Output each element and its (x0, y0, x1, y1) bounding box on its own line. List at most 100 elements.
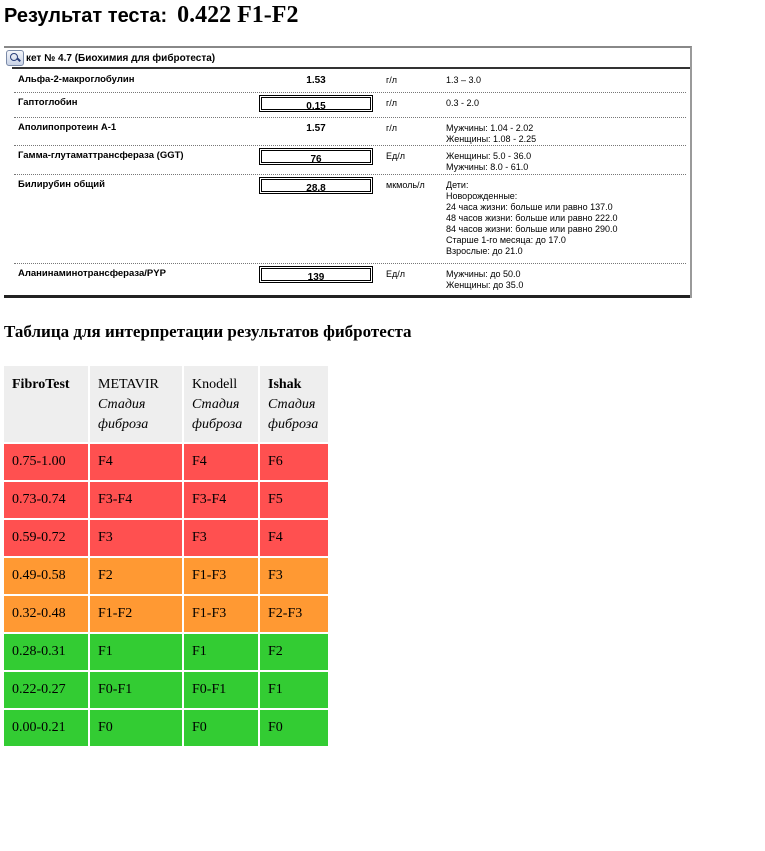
cell-metavir: F4 (90, 444, 182, 480)
cell-knodell: F3 (184, 520, 258, 556)
column-header-knodell: Knodell Стадия фиброза (184, 366, 258, 442)
cell-fibrotest: 0.59-0.72 (4, 520, 88, 556)
cell-metavir: F0-F1 (90, 672, 182, 708)
column-header-label: FibroTest (12, 377, 70, 392)
lab-test-name: Гамма-глутаматтрансфераза (GGT) (18, 150, 184, 161)
reference-line: Женщины: до 35.0 (446, 280, 524, 290)
cell-ishak: F2 (260, 634, 328, 670)
cell-ishak: F1 (260, 672, 328, 708)
cell-fibrotest: 0.32-0.48 (4, 596, 88, 632)
lab-test-unit: г/л (386, 98, 398, 108)
lab-test-value: 0.15 (259, 95, 373, 112)
lab-test-name: Аполипопротеин А-1 (18, 122, 117, 133)
cell-knodell: F1 (184, 634, 258, 670)
reference-line: Новорожденные: (446, 191, 518, 201)
result-label: Результат теста: (4, 5, 168, 27)
reference-line: Женщины: 1.08 - 2.25 (446, 134, 537, 144)
cell-fibrotest: 0.00-0.21 (4, 710, 88, 746)
cell-metavir: F3 (90, 520, 182, 556)
reference-line: 0.3 - 2.0 (446, 98, 480, 108)
cell-metavir: F1 (90, 634, 182, 670)
test-result: Результат теста: 0.422 F1-F2 (4, 2, 298, 29)
lab-test-unit: Ед/л (386, 269, 406, 279)
table-row: 0.59-0.72 F3 F3 F4 (4, 520, 328, 556)
column-header-metavir: METAVIR Стадия фиброза (90, 366, 182, 442)
reference-line: 48 часов жизни: больше или равно 222.0 (446, 213, 618, 223)
lab-test-value: 139 (259, 266, 373, 283)
divider (4, 295, 690, 298)
fibrotest-interpretation-table: FibroTest METAVIR Стадия фиброза Knodell… (2, 364, 330, 748)
lab-test-value: 1.53 (306, 75, 326, 86)
cell-fibrotest: 0.73-0.74 (4, 482, 88, 518)
column-header-sublabel: Стадия фиброза (192, 397, 243, 432)
cell-knodell: F4 (184, 444, 258, 480)
table-row: 0.00-0.21 F0 F0 F0 (4, 710, 328, 746)
lab-test-reference: Мужчины: 1.04 - 2.02 Женщины: 1.08 - 2.2… (446, 123, 536, 145)
column-header-ishak: Ishak Стадия фиброза (260, 366, 328, 442)
column-header-sublabel: Стадия фиброза (98, 397, 149, 432)
cell-metavir: F2 (90, 558, 182, 594)
reference-line: 84 часов жизни: больше или равно 290.0 (446, 224, 618, 234)
lab-row: Билирубин общий 28.8 мкмоль/л Дети: Ново… (14, 175, 686, 264)
lab-test-value: 1.57 (306, 123, 326, 134)
lab-test-value: 76 (259, 148, 373, 165)
cell-ishak: F5 (260, 482, 328, 518)
lab-test-reference: Женщины: 5.0 - 36.0 Мужчины: 8.0 - 61.0 (446, 151, 531, 173)
reference-line: 1.3 – 3.0 (446, 75, 482, 85)
lab-test-reference: Мужчины: до 50.0 Женщины: до 35.0 (446, 269, 523, 291)
cell-fibrotest: 0.28-0.31 (4, 634, 88, 670)
zoom-in-icon[interactable] (6, 50, 24, 66)
cell-fibrotest: 0.49-0.58 (4, 558, 88, 594)
reference-line: Мужчины: 1.04 - 2.02 (446, 123, 534, 133)
lab-test-unit: Ед/л (386, 151, 406, 161)
lab-test-reference: 0.3 - 2.0 (446, 98, 479, 109)
cell-metavir: F1-F2 (90, 596, 182, 632)
table-header-row: FibroTest METAVIR Стадия фиброза Knodell… (4, 366, 328, 442)
reference-line: Мужчины: до 50.0 (446, 269, 521, 279)
reference-line: Дети: (446, 180, 469, 190)
table-row: 0.75-1.00 F4 F4 F6 (4, 444, 328, 480)
table-row: 0.32-0.48 F1-F2 F1-F3 F2-F3 (4, 596, 328, 632)
cell-metavir: F3-F4 (90, 482, 182, 518)
table-row: 0.73-0.74 F3-F4 F3-F4 F5 (4, 482, 328, 518)
lab-row: Гамма-глутаматтрансфераза (GGT) 76 Ед/л … (14, 146, 686, 175)
lab-row: Аполипопротеин А-1 1.57 г/л Мужчины: 1.0… (14, 118, 686, 146)
cell-ishak: F6 (260, 444, 328, 480)
reference-line: 24 часа жизни: больше или равно 137.0 (446, 202, 613, 212)
reference-line: Взрослые: до 21.0 (446, 246, 523, 256)
column-header-label: Knodell (192, 377, 238, 392)
column-header-fibrotest: FibroTest (4, 366, 88, 442)
lab-test-value: 28.8 (259, 177, 373, 194)
cell-metavir: F0 (90, 710, 182, 746)
cell-ishak: F0 (260, 710, 328, 746)
lab-test-name: Гаптоглобин (18, 97, 78, 108)
lab-test-name: Альфа-2-макроглобулин (18, 74, 135, 85)
reference-line: Старше 1-го месяца: до 17.0 (446, 235, 566, 245)
cell-knodell: F1-F3 (184, 558, 258, 594)
lab-test-unit: г/л (386, 123, 398, 133)
column-header-label: Ishak (268, 377, 302, 392)
cell-fibrotest: 0.22-0.27 (4, 672, 88, 708)
cell-fibrotest: 0.75-1.00 (4, 444, 88, 480)
table-row: 0.28-0.31 F1 F1 F2 (4, 634, 328, 670)
result-value: 0.422 F1-F2 (177, 2, 299, 28)
lab-test-unit: мкмоль/л (386, 180, 425, 190)
column-header-sublabel: Стадия фиброза (268, 397, 319, 432)
cell-knodell: F1-F3 (184, 596, 258, 632)
lab-test-reference: 1.3 – 3.0 (446, 75, 481, 86)
lab-report-image: кет № 4.7 (Биохимия для фибротеста) Альф… (4, 46, 692, 298)
cell-ishak: F3 (260, 558, 328, 594)
lab-test-name: Аланинаминотрансфераза/PYP (18, 268, 166, 279)
table-title: Таблица для интерпретации результатов фи… (4, 322, 412, 341)
lab-test-reference: Дети: Новорожденные: 24 часа жизни: боль… (446, 180, 618, 257)
lab-row: Аланинаминотрансфераза/PYP 139 Ед/л Мужч… (14, 264, 686, 293)
lab-report-header: кет № 4.7 (Биохимия для фибротеста) (26, 53, 216, 64)
cell-knodell: F3-F4 (184, 482, 258, 518)
reference-line: Мужчины: 8.0 - 61.0 (446, 162, 529, 172)
lab-test-unit: г/л (386, 75, 398, 85)
lab-row: Гаптоглобин 0.15 г/л 0.3 - 2.0 (14, 93, 686, 118)
divider (12, 67, 690, 69)
lab-row: Альфа-2-макроглобулин 1.53 г/л 1.3 – 3.0 (14, 70, 686, 93)
cell-ishak: F4 (260, 520, 328, 556)
cell-knodell: F0 (184, 710, 258, 746)
